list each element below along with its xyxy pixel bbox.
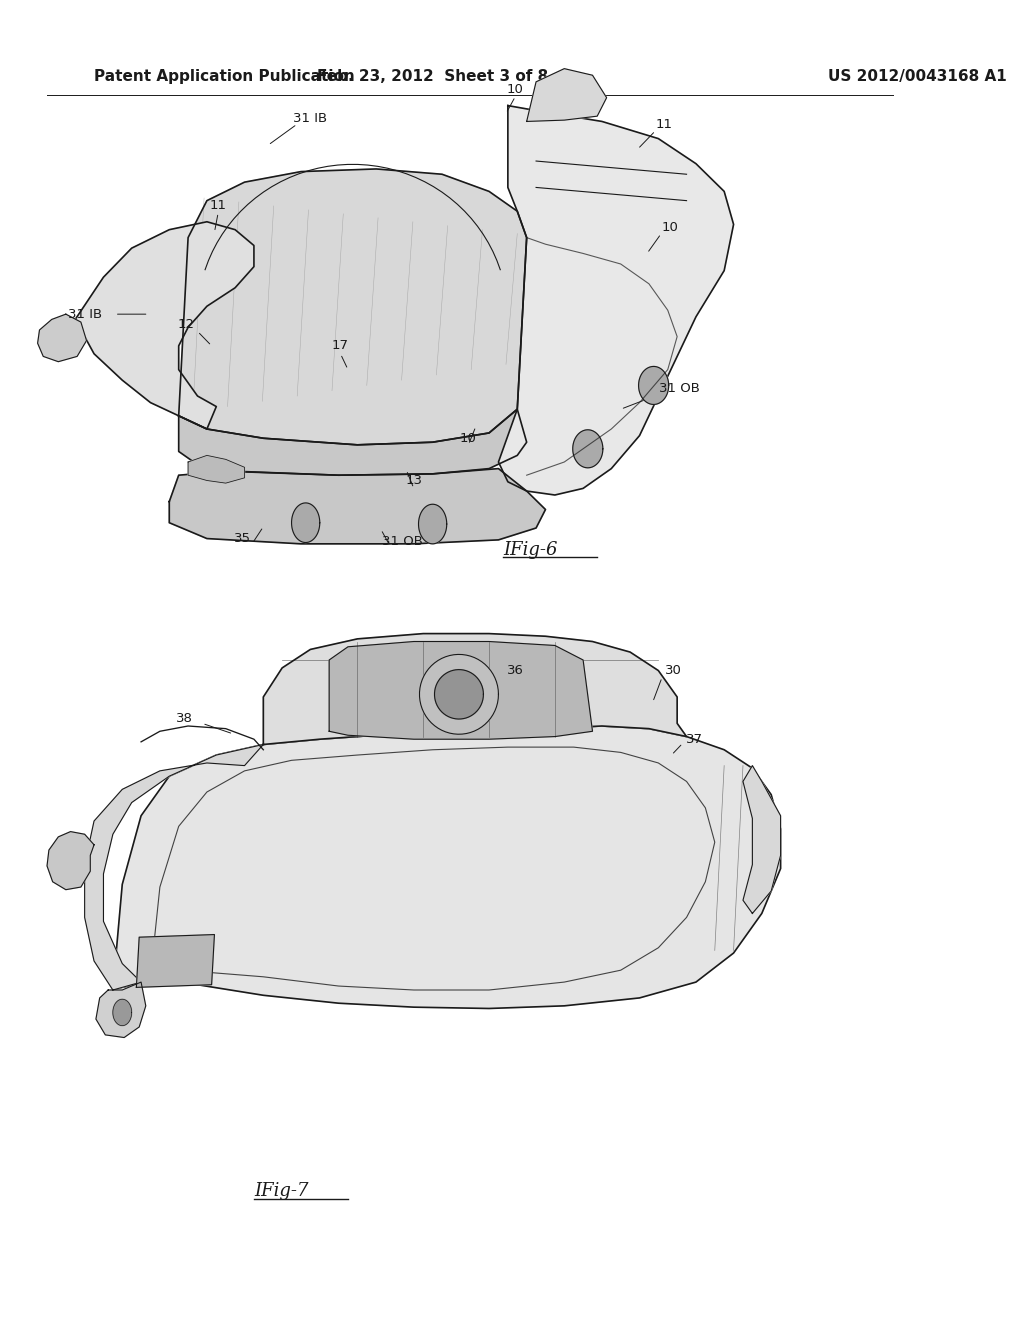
Polygon shape <box>526 69 606 121</box>
Polygon shape <box>419 504 446 544</box>
Polygon shape <box>113 726 780 1008</box>
Text: 38: 38 <box>176 711 193 725</box>
Polygon shape <box>420 655 499 734</box>
Polygon shape <box>179 409 526 475</box>
Polygon shape <box>434 669 483 719</box>
Text: 30: 30 <box>665 664 682 677</box>
Polygon shape <box>188 455 245 483</box>
Text: 13: 13 <box>406 474 422 487</box>
Text: 31 OB: 31 OB <box>382 535 423 548</box>
Polygon shape <box>263 634 686 744</box>
Text: 12: 12 <box>178 318 195 331</box>
Polygon shape <box>85 744 263 990</box>
Text: 11: 11 <box>655 117 673 131</box>
Polygon shape <box>169 469 546 544</box>
Text: 37: 37 <box>686 733 702 746</box>
Text: 31 OB: 31 OB <box>658 381 699 395</box>
Text: 17: 17 <box>332 339 349 352</box>
Polygon shape <box>743 766 780 913</box>
Polygon shape <box>329 642 593 739</box>
Text: 11: 11 <box>210 199 226 213</box>
Text: 36: 36 <box>507 664 524 677</box>
Text: 10: 10 <box>662 220 678 234</box>
Text: IFig-7: IFig-7 <box>254 1181 308 1200</box>
Polygon shape <box>113 999 132 1026</box>
Text: 31 IB: 31 IB <box>68 308 101 321</box>
Polygon shape <box>639 367 669 404</box>
Text: 10: 10 <box>460 432 477 445</box>
Text: IFig-6: IFig-6 <box>503 541 558 560</box>
Text: Patent Application Publication: Patent Application Publication <box>94 69 354 84</box>
Text: US 2012/0043168 A1: US 2012/0043168 A1 <box>827 69 1007 84</box>
Text: 35: 35 <box>234 532 251 545</box>
Polygon shape <box>572 430 603 467</box>
Polygon shape <box>136 935 214 987</box>
Text: 10: 10 <box>507 83 524 96</box>
Polygon shape <box>179 169 526 445</box>
Polygon shape <box>38 314 86 362</box>
Polygon shape <box>75 222 254 429</box>
Text: 31 IB: 31 IB <box>293 112 328 125</box>
Text: Feb. 23, 2012  Sheet 3 of 8: Feb. 23, 2012 Sheet 3 of 8 <box>317 69 548 84</box>
Polygon shape <box>499 106 733 495</box>
Polygon shape <box>96 982 145 1038</box>
Polygon shape <box>292 503 319 543</box>
Polygon shape <box>47 832 94 890</box>
